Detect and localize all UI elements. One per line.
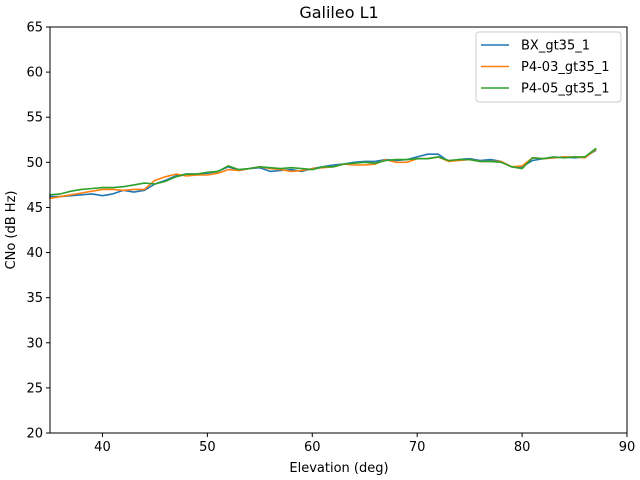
y-axis-title: CNo (dB Hz) <box>4 191 19 270</box>
y-tick-label: 50 <box>26 156 43 171</box>
legend-label: P4-03_gt35_1 <box>521 60 610 75</box>
x-tick-label: 80 <box>514 440 531 455</box>
legend: BX_gt35_1 P4-03_gt35_1 P4-05_gt35_1 <box>475 31 622 103</box>
y-tick-label: 65 <box>26 21 43 36</box>
legend-box <box>475 31 622 103</box>
y-tick-label: 35 <box>26 291 43 306</box>
x-axis-title: Elevation (deg) <box>289 461 388 476</box>
y-axis: 20 25 30 35 40 45 50 55 60 65 <box>26 21 50 442</box>
y-tick-label: 25 <box>26 381 43 396</box>
legend-label: BX_gt35_1 <box>521 39 590 54</box>
x-tick-label: 90 <box>619 440 636 455</box>
x-tick-label: 40 <box>94 440 111 455</box>
series-line-3 <box>49 147 597 196</box>
y-tick-label: 30 <box>26 336 43 351</box>
y-tick-label: 60 <box>26 66 43 81</box>
x-tick-label: 50 <box>199 440 216 455</box>
chart-title: Galileo L1 <box>299 3 378 22</box>
axes-frame <box>49 26 628 434</box>
y-tick-label: 40 <box>26 246 43 261</box>
x-tick-label: 60 <box>304 440 321 455</box>
y-tick-label: 20 <box>26 427 43 442</box>
x-tick-label: 70 <box>409 440 426 455</box>
y-tick-label: 55 <box>26 111 43 126</box>
legend-label: P4-05_gt35_1 <box>521 82 610 97</box>
plot-area <box>49 147 597 200</box>
x-axis: 40 50 60 70 80 90 <box>94 433 635 455</box>
y-tick-label: 45 <box>26 201 43 216</box>
